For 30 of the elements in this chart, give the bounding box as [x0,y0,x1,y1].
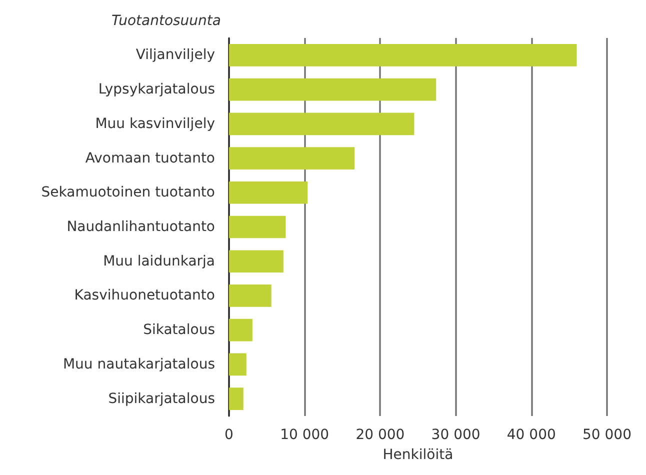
y-tick-label: Naudanlihantuotanto [66,219,215,235]
y-tick-label: Siipikarjatalous [108,390,215,407]
bar [229,353,246,376]
y-tick-label: Viljanviljely [136,47,215,64]
bar [229,284,272,307]
bar [229,78,436,101]
bar [229,181,308,204]
x-tick-label: 50 000 [582,427,632,443]
bar [229,250,284,273]
x-tick-label: 30 000 [431,427,480,443]
bar [229,112,414,136]
y-tick-label: Avomaan tuotanto [85,150,215,166]
bar [229,216,286,238]
y-tick-label: Lypsykarjatalous [98,82,215,98]
y-axis-title: Tuotantosuunta [111,13,221,29]
bar [229,44,577,66]
x-tick-label: 10 000 [280,427,330,443]
y-tick-label: Sikatalous [143,322,215,338]
y-tick-label: Kasvihuonetuotanto [74,288,215,304]
x-tick-label: 40 000 [506,427,556,443]
y-tick-label: Sekamuotoinen tuotanto [41,184,215,201]
bar [229,147,354,170]
x-axis-title: Henkilöitä [382,447,454,463]
y-tick-label: Muu kasvinviljely [95,116,215,132]
x-tick-label: 0 [224,427,234,443]
y-tick-label: Muu laidunkarja [103,253,215,270]
bar [229,388,244,410]
y-tick-label: Muu nautakarjatalous [62,356,215,372]
bar [229,318,252,342]
x-tick-label: 20 000 [356,427,405,443]
